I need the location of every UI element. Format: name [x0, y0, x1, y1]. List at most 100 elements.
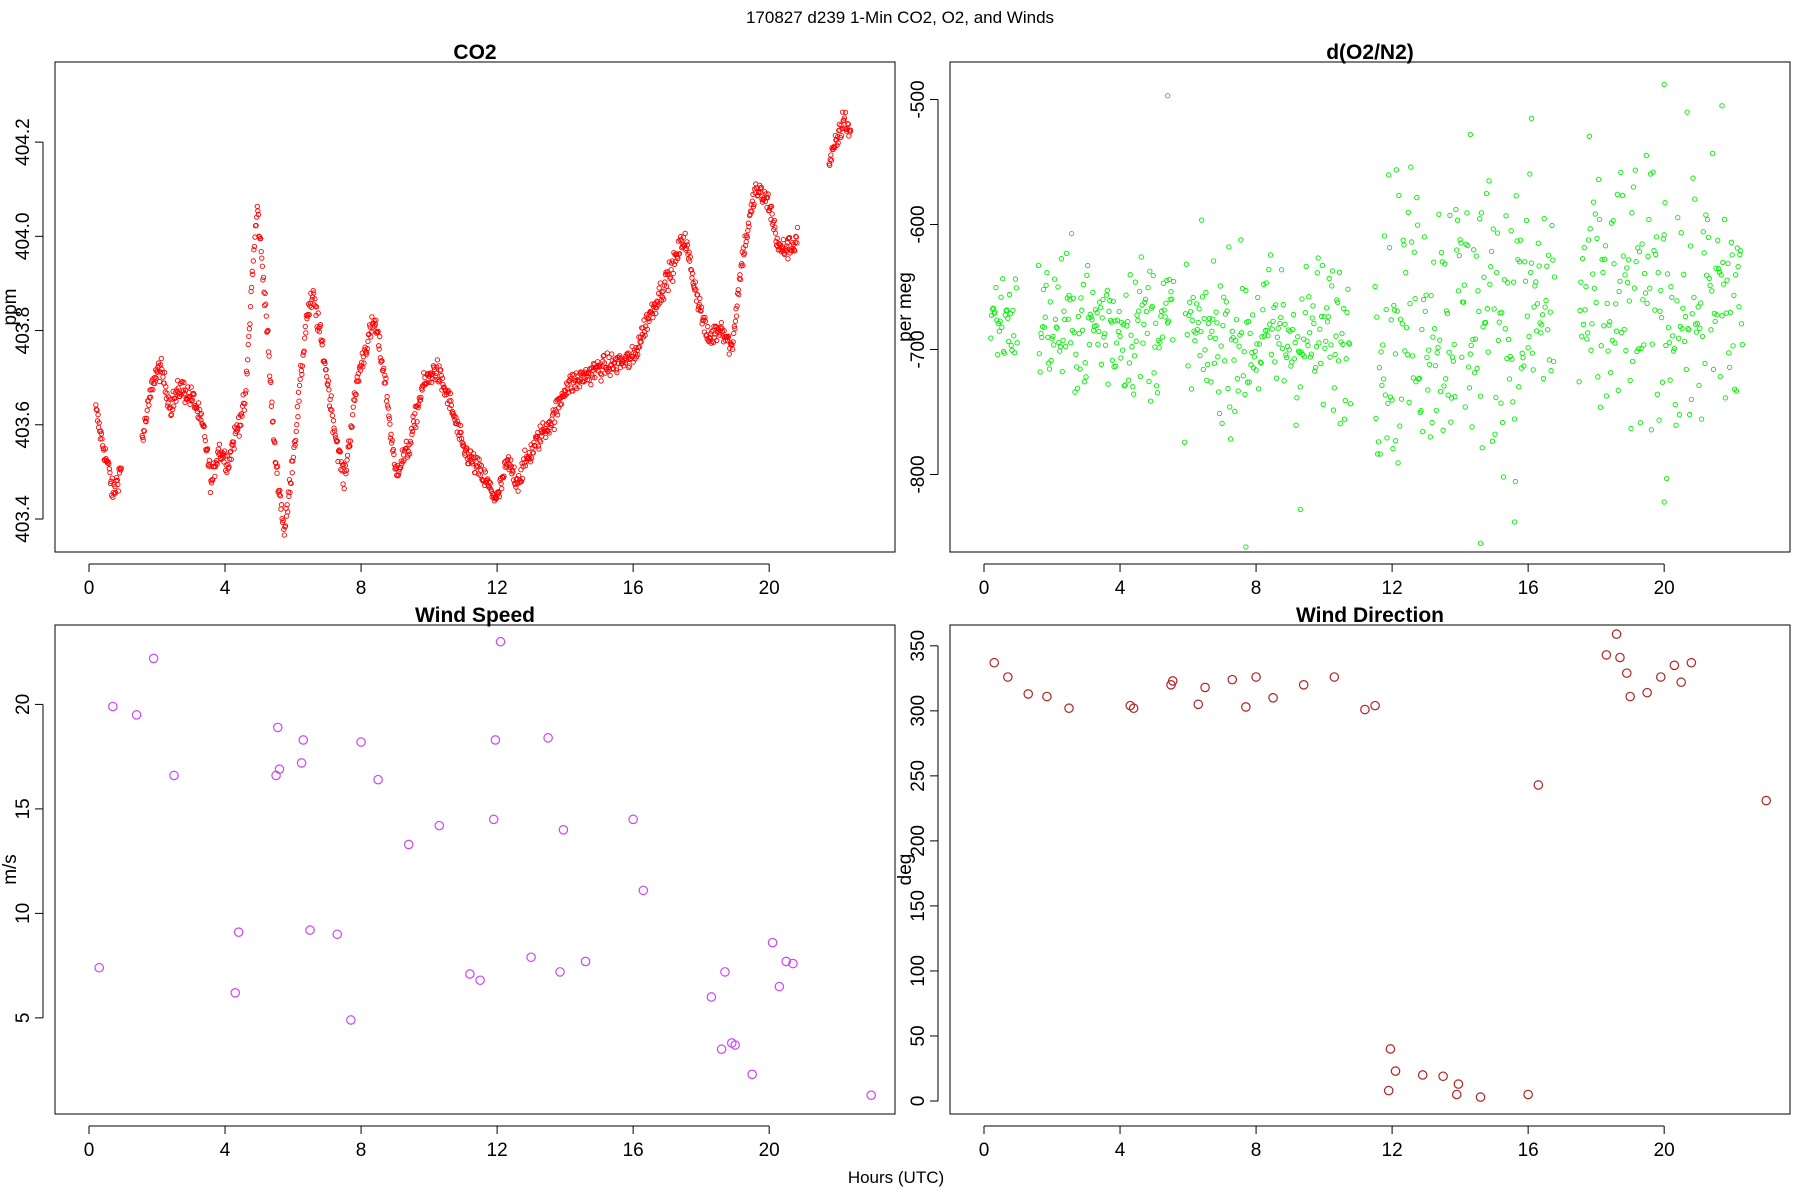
wind-speed-data-point [169, 770, 179, 781]
o2-data-point [1291, 356, 1297, 362]
co2-data-point [97, 436, 103, 442]
co2-data-point [213, 460, 219, 466]
co2-data-point [112, 490, 119, 496]
o2-data-point [1583, 283, 1589, 290]
co2-data-point [518, 478, 525, 485]
o2-data-point [1501, 277, 1507, 283]
co2-data-point [744, 234, 750, 241]
o2-data-point [1375, 439, 1382, 445]
o2-data-point [1665, 324, 1672, 331]
co2-data-point [532, 443, 538, 449]
co2-data-point [671, 261, 678, 268]
o2-data-point [1622, 272, 1628, 278]
co2-data-point [417, 397, 424, 403]
co2-data-point [785, 256, 791, 262]
o2-data-point [1430, 334, 1436, 340]
co2-data-point [606, 354, 612, 361]
o2-data-point [1227, 404, 1233, 410]
o2-data-point [1468, 342, 1474, 349]
o2-data-point [1314, 270, 1320, 276]
co2-data-point [838, 133, 845, 139]
o2-data-point [1655, 270, 1661, 276]
co2-data-point [294, 421, 300, 428]
o2-data-point [1610, 218, 1616, 224]
co2-data-point [153, 375, 159, 381]
o2-data-point [1528, 269, 1534, 276]
o2-data-point [1306, 294, 1312, 300]
o2-data-point [1396, 192, 1402, 199]
co2-data-point [341, 485, 347, 492]
co2-data-point [758, 184, 765, 191]
o2-data-point [1063, 250, 1070, 257]
o2-data-point [1306, 330, 1313, 336]
co2-data-point [768, 203, 775, 209]
o2-data-point [1446, 349, 1452, 355]
o2-data-point [1165, 318, 1172, 324]
co2-data-point [331, 425, 337, 431]
co2-data-point [731, 330, 737, 337]
o2-data-point [1122, 382, 1128, 388]
o2-data-point [1208, 379, 1214, 385]
o2-data-point [1096, 299, 1103, 305]
o2-data-point [1136, 308, 1142, 314]
wind-direction-data-point [1128, 703, 1139, 714]
o2-data-point [1247, 330, 1253, 337]
co2-data-point [665, 287, 671, 294]
co2-data-point [228, 456, 234, 463]
o2-data-point [1094, 309, 1100, 316]
o2-data-point [1477, 393, 1484, 399]
o2-data-point [1075, 313, 1082, 320]
co2-data-point [242, 401, 248, 407]
co2-data-point [327, 396, 333, 403]
o2-data-point [1709, 150, 1716, 157]
o2-data-point [1502, 326, 1508, 332]
co2-data-point [96, 420, 102, 426]
o2-data-point [1524, 313, 1530, 319]
o2-data-point [1587, 226, 1593, 232]
o2-data-point [1596, 176, 1602, 183]
o2-data-point [1384, 435, 1390, 441]
o2-data-point [1550, 358, 1557, 365]
o2-data-point [1592, 211, 1598, 217]
figure-title: 170827 d239 1-Min CO2, O2, and Winds [746, 8, 1054, 27]
o2-data-point [1485, 349, 1491, 355]
o2-data-point [1199, 217, 1205, 223]
wind-direction-data-point [1761, 795, 1771, 806]
wind-direction-data-point [1615, 652, 1625, 663]
o2-data-point [1188, 386, 1195, 392]
o2-data-point [1730, 343, 1736, 349]
o2-data-point [1628, 425, 1634, 432]
o2-data-point [1448, 395, 1455, 401]
o2-data-point [1663, 342, 1669, 349]
co2-data-point [258, 248, 264, 255]
o2-data-point [1211, 360, 1218, 366]
co2-data-point [315, 310, 321, 316]
o2-data-point [1159, 334, 1166, 340]
co2-data-point [407, 451, 413, 457]
co2-data-point [375, 343, 382, 349]
o2-data-point [1342, 397, 1348, 404]
co2-data-point [93, 406, 100, 413]
o2-data-point [1676, 412, 1683, 418]
co2-data-point [702, 314, 708, 321]
o2-data-point [1475, 288, 1481, 294]
o2-data-point [1715, 266, 1722, 272]
co2-data-point [541, 428, 548, 434]
wind-direction-y-tick-label: 150 [908, 890, 929, 922]
co2-data-point [254, 214, 260, 220]
wind-speed-data-point [298, 735, 309, 745]
o2-data-point [994, 351, 1001, 358]
co2-data-point [653, 305, 660, 311]
co2-data-point [688, 267, 695, 273]
co2-data-point [320, 337, 326, 344]
co2-data-point [214, 461, 220, 467]
co2-data-point [415, 404, 421, 411]
o2-data-point [1077, 366, 1083, 372]
o2-data-point [1598, 343, 1604, 349]
o2-data-point [1054, 325, 1060, 331]
co2-data-point [255, 208, 261, 214]
o2-data-point [1333, 333, 1339, 339]
o2-data-point [1383, 306, 1389, 313]
o2-data-point [1421, 234, 1428, 240]
wind-direction-x-tick-label: 4 [1115, 1140, 1126, 1161]
